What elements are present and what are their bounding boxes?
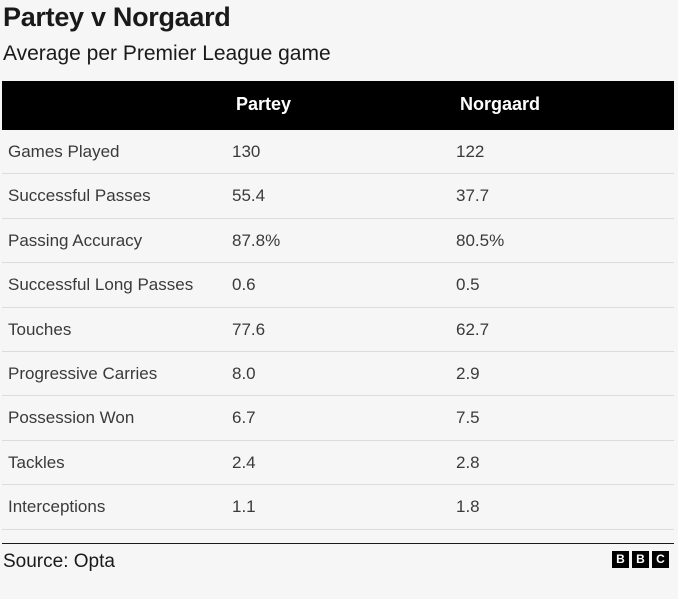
norgaard-value: 37.7 [456,186,490,206]
partey-value: 77.6 [232,319,266,339]
partey-value: 0.6 [232,275,256,295]
table-body: Games Played 130 122 Successful Passes 55.4 3… [2,130,674,530]
norgaard-value: 122 [456,142,485,161]
footer-divider [2,543,674,544]
table-row: Games Played 130 122 [2,130,674,175]
partey-value: 6.7 [232,408,256,428]
stats-table: Partey Norgaard Games Played 130 122 Succes… [2,81,674,530]
bbc-logo: B B C [612,551,669,568]
table-row: Touches 77.6 62.7 [2,308,674,352]
partey-value: 130 [232,142,261,161]
row-label: Touches [8,319,72,339]
table-row: Passing Accuracy 87.8% 80.5% [2,219,674,264]
row-label: Progressive Carries [8,363,158,383]
table-row: Progressive Carries 8.0 2.9 [2,352,674,397]
row-label: Successful Long Passes [8,275,194,295]
norgaard-value: 80.5% [456,230,505,250]
chart-subtitle: Average per Premier League game [3,42,331,65]
partey-value: 55.4 [232,186,266,206]
table-row: Successful Long Passes 0.6 0.5 [2,263,674,308]
column-header-partey: Partey [236,94,292,114]
table-row: Interceptions 1.1 1.8 [2,485,674,530]
partey-value: 1.1 [232,497,256,517]
chart-title: Partey v Norgaard [3,2,231,32]
bbc-logo-letter: B [632,551,649,568]
row-label: Games Played [8,142,120,161]
norgaard-value: 2.9 [456,363,480,383]
row-label: Successful Passes [8,186,151,206]
norgaard-value: 0.5 [456,275,480,295]
partey-value: 8.0 [232,363,256,383]
table-row: Successful Passes 55.4 37.7 [2,174,674,219]
row-label: Tackles [8,452,65,472]
norgaard-value: 62.7 [456,319,490,339]
row-label: Possession Won [8,408,135,428]
row-label: Interceptions [8,497,106,517]
table-row: Possession Won 6.7 7.5 [2,396,674,441]
bbc-logo-letter: C [652,551,669,568]
source-note: Source: Opta [3,551,115,572]
partey-value: 2.4 [232,452,256,472]
table-header: Partey Norgaard [2,81,674,130]
norgaard-value: 7.5 [456,408,480,428]
norgaard-value: 2.8 [456,452,480,472]
bbc-logo-letter: B [612,551,629,568]
table-row: Tackles 2.4 2.8 [2,441,674,486]
column-header-norgaard: Norgaard [460,94,541,114]
partey-value: 87.8% [232,230,281,250]
row-label: Passing Accuracy [8,230,143,250]
norgaard-value: 1.8 [456,497,480,517]
